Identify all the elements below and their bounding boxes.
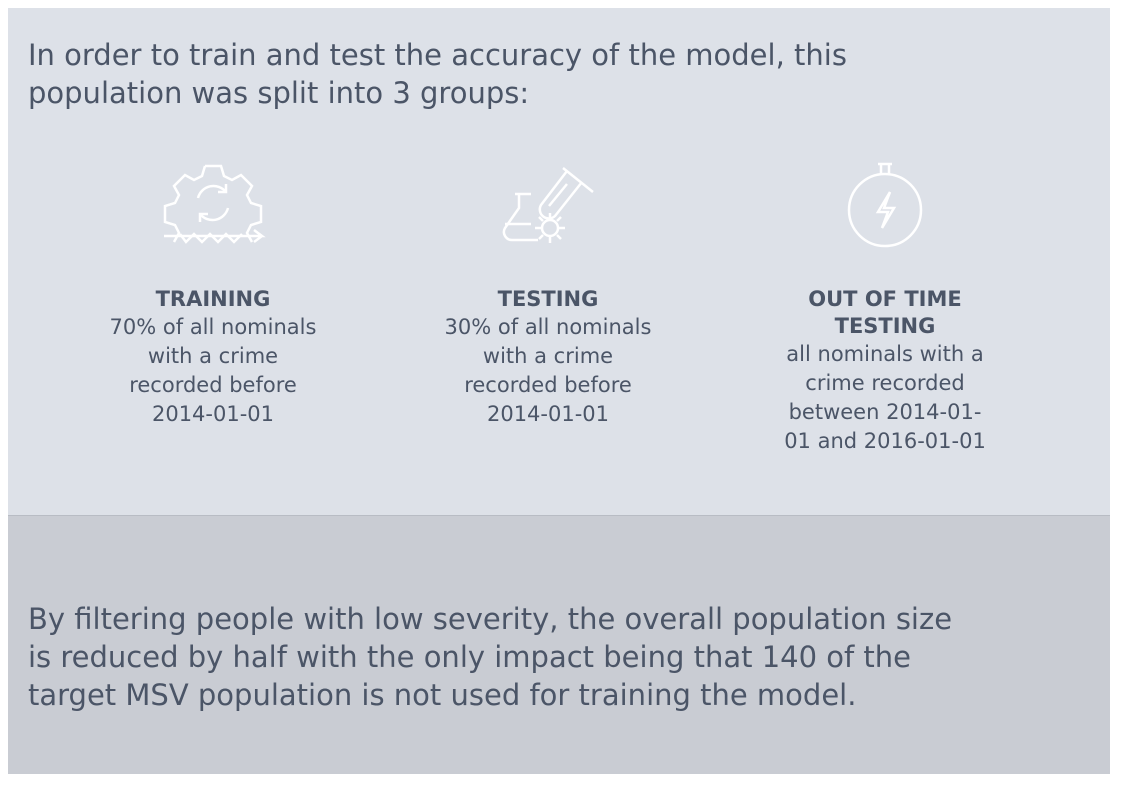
group-description-line: between 2014-01- — [788, 400, 982, 424]
footer-panel: By filtering people with low severity, t… — [8, 515, 1110, 774]
group-title-line: OUT OF TIME — [808, 287, 962, 311]
group-title-line: TESTING — [497, 287, 599, 311]
group-description: all nominals with a crime recorded between… — [735, 340, 1035, 456]
group-description-line: 2014-01-01 — [486, 402, 610, 426]
intro-line: population was split into 3 groups: — [28, 76, 530, 110]
group-title-line: TESTING — [834, 314, 936, 338]
footer-line: target MSV population is not used for tr… — [28, 678, 857, 712]
footer-text: By filtering people with low severity, t… — [28, 600, 952, 714]
group-description-line: with a crime — [147, 344, 279, 368]
group-description-line: recorded before — [464, 373, 632, 397]
group-title-line: TRAINING — [155, 287, 271, 311]
intro: In order to train and test the accuracy … — [28, 36, 847, 112]
group-description-line: 70% of all nominals — [109, 315, 317, 339]
group-description-line: with a crime — [482, 344, 614, 368]
group-description-line: recorded before — [129, 373, 297, 397]
group-column: OUT OF TIME TESTING all nominals with a cri… — [735, 158, 1035, 456]
group-description-line: 01 and 2016-01-01 — [784, 429, 986, 453]
gear-icon — [163, 164, 266, 244]
group-title: TESTING — [398, 286, 698, 313]
footer-line: By filtering people with low severity, t… — [28, 602, 953, 636]
group-description-line: 2014-01-01 — [151, 402, 275, 426]
group-column: TRAINING 70% of all nominals with a crime r… — [63, 158, 363, 429]
group-description-line: 30% of all nominals — [444, 315, 652, 339]
intro-line: In order to train and test the accuracy … — [28, 38, 847, 72]
group-description-line: all nominals with a — [786, 342, 984, 366]
footer-line: is reduced by half with the only impact … — [28, 640, 912, 674]
stopwatch-icon — [847, 162, 923, 248]
group-description-line: crime recorded — [805, 371, 965, 395]
group-title: OUT OF TIME TESTING — [735, 286, 1035, 340]
group-title: TRAINING — [63, 286, 363, 313]
group-column: TESTING 30% of all nominals with a crime re… — [398, 158, 698, 429]
group-description: 70% of all nominals with a crime recorded … — [63, 313, 363, 429]
groups-panel: In order to train and test the accuracy … — [8, 8, 1110, 515]
lab-icon — [502, 167, 594, 243]
group-description: 30% of all nominals with a crime recorded … — [398, 313, 698, 429]
